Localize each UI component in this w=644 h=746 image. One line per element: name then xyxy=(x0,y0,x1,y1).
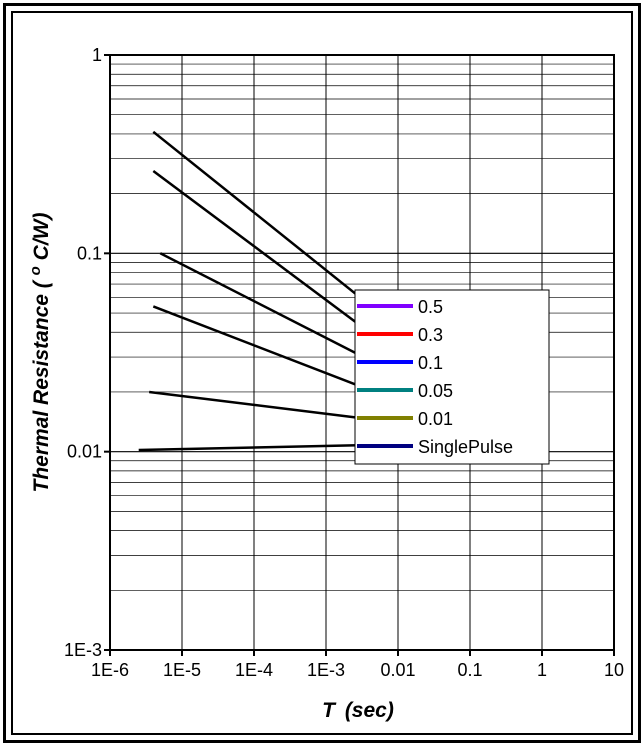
y-axis-title-paren: ( xyxy=(30,279,53,288)
x-axis-title-main: T xyxy=(322,699,337,722)
legend-label: 0.05 xyxy=(418,381,453,401)
x-tick-label: 0.1 xyxy=(457,660,482,680)
x-tick-label: 0.01 xyxy=(380,660,415,680)
x-axis-title: T (sec) xyxy=(322,699,394,722)
x-tick-label: 1E-5 xyxy=(163,660,201,680)
series-line xyxy=(152,305,370,391)
x-axis-title-unit: (sec) xyxy=(345,699,394,722)
x-tick-label: 10 xyxy=(604,660,624,680)
legend: 0.5 0.3 0.1 0.05 0.01 SinglePulse xyxy=(354,289,550,465)
inner-frame xyxy=(11,11,633,735)
legend-label: 0.3 xyxy=(418,325,443,345)
legend-box xyxy=(354,289,550,465)
plot-area-border xyxy=(109,54,615,651)
y-tick-label: 0.01 xyxy=(67,442,102,462)
y-axis-title-main: Thermal Resistance xyxy=(30,294,53,493)
series-line xyxy=(138,443,370,452)
x-tick-label: 1E-6 xyxy=(91,660,129,680)
x-tick-label: 1E-3 xyxy=(307,660,345,680)
data-series xyxy=(138,130,371,452)
y-axis-title-unit: C/W) xyxy=(30,213,53,261)
series-line xyxy=(152,130,371,306)
y-tick-label: 1E-3 xyxy=(64,640,102,660)
legend-label: 0.01 xyxy=(418,409,453,429)
y-axis-title: Thermal Resistance ( o C/W) xyxy=(22,213,53,493)
outer-frame xyxy=(3,3,641,743)
x-tick-label: 1E-4 xyxy=(235,660,273,680)
y-tick-label: 1 xyxy=(92,45,102,65)
legend-label: 0.5 xyxy=(418,297,443,317)
legend-label: 0.1 xyxy=(418,353,443,373)
series-line xyxy=(159,252,370,362)
axis-ticks: 1E-6 1E-5 1E-4 1E-3 0.01 0.1 1 10 1 0.1 0.01 1E-3 xyxy=(64,45,624,680)
x-tick-label: 1 xyxy=(537,660,547,680)
series-line xyxy=(149,390,370,421)
y-axis-title-superscript: o xyxy=(27,266,44,275)
y-tick-label: 0.1 xyxy=(77,243,102,263)
legend-label: SinglePulse xyxy=(418,437,513,457)
series-line xyxy=(152,169,371,334)
